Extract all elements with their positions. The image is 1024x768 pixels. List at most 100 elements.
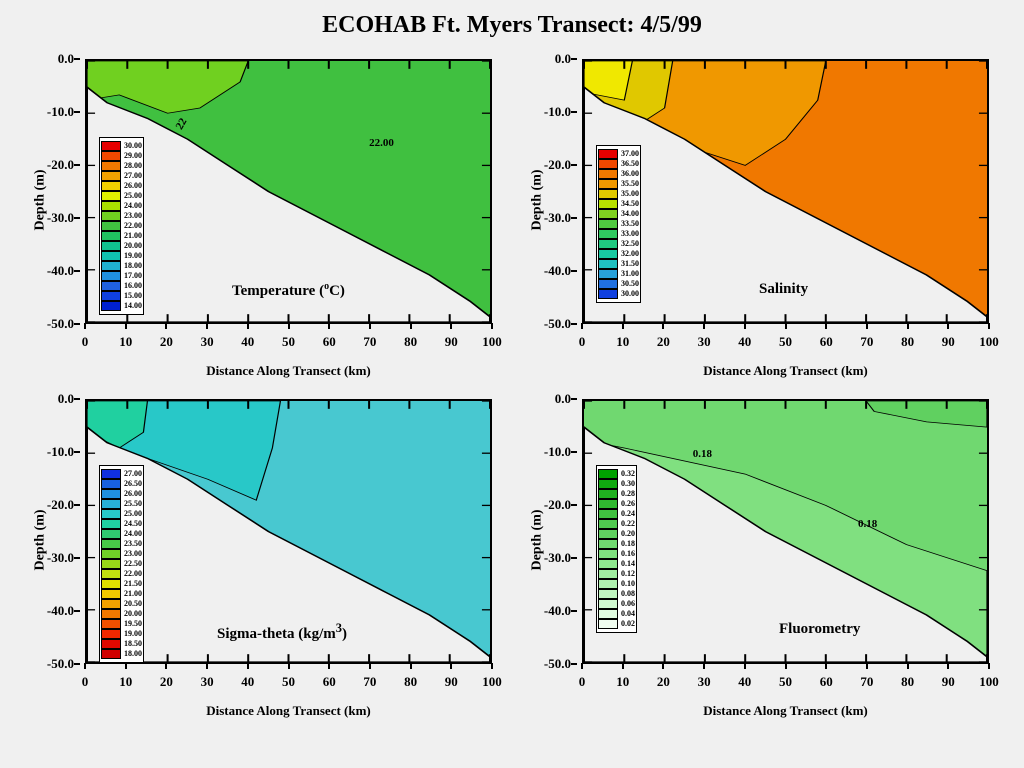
sigma-label: Sigma-theta (kg/m3) bbox=[217, 621, 347, 643]
legend-swatch bbox=[598, 519, 618, 529]
legend-value: 35.00 bbox=[621, 190, 639, 198]
legend-swatch bbox=[101, 301, 121, 311]
legend-value: 26.50 bbox=[124, 480, 142, 488]
temperature-label: Temperature (oC) bbox=[232, 281, 345, 300]
legend-value: 26.00 bbox=[124, 490, 142, 498]
legend-swatch bbox=[598, 489, 618, 499]
x-axis: Distance Along Transect (km)010203040506… bbox=[85, 669, 492, 719]
x-tick-label: 60 bbox=[820, 674, 833, 690]
x-tick-label: 0 bbox=[82, 674, 89, 690]
y-tick-label: -50.0 bbox=[47, 316, 74, 332]
legend-swatch bbox=[598, 279, 618, 289]
legend-value: 32.00 bbox=[621, 250, 639, 258]
legend-swatch bbox=[101, 499, 121, 509]
legend-swatch bbox=[101, 539, 121, 549]
legend-swatch bbox=[598, 549, 618, 559]
x-axis: Distance Along Transect (km)010203040506… bbox=[582, 669, 989, 719]
legend-value: 0.04 bbox=[621, 610, 635, 618]
legend-swatch bbox=[598, 209, 618, 219]
x-tick-label: 100 bbox=[979, 674, 999, 690]
legend-swatch bbox=[101, 569, 121, 579]
legend-value: 0.10 bbox=[621, 580, 635, 588]
legend-swatch bbox=[598, 159, 618, 169]
legend-value: 25.50 bbox=[124, 500, 142, 508]
fluorometry-legend: 0.320.300.280.260.240.220.200.180.160.14… bbox=[596, 465, 637, 633]
legend-value: 17.00 bbox=[124, 272, 142, 280]
y-tick-label: 0.0 bbox=[58, 391, 74, 407]
panel-sigma: 27.0026.5026.0025.5025.0024.5024.0023.50… bbox=[30, 399, 497, 719]
legend-swatch bbox=[598, 179, 618, 189]
x-tick-label: 70 bbox=[860, 334, 873, 350]
y-tick-label: -50.0 bbox=[544, 656, 571, 672]
x-tick-label: 90 bbox=[445, 674, 458, 690]
y-tick-label: -50.0 bbox=[47, 656, 74, 672]
legend-swatch bbox=[101, 221, 121, 231]
legend-value: 24.00 bbox=[124, 202, 142, 210]
legend-value: 19.00 bbox=[124, 630, 142, 638]
x-axis-title: Distance Along Transect (km) bbox=[703, 363, 868, 379]
legend-value: 0.08 bbox=[621, 590, 635, 598]
x-tick-label: 80 bbox=[404, 674, 417, 690]
legend-value: 28.00 bbox=[124, 162, 142, 170]
x-tick-label: 30 bbox=[698, 334, 711, 350]
legend-value: 22.50 bbox=[124, 560, 142, 568]
legend-swatch bbox=[598, 169, 618, 179]
x-tick-label: 10 bbox=[119, 674, 132, 690]
legend-swatch bbox=[101, 469, 121, 479]
panel-grid: 2222.0030.0029.0028.0027.0026.0025.0024.… bbox=[0, 39, 1024, 739]
legend-swatch bbox=[598, 249, 618, 259]
x-axis-title: Distance Along Transect (km) bbox=[703, 703, 868, 719]
legend-swatch bbox=[598, 229, 618, 239]
x-tick-label: 80 bbox=[404, 334, 417, 350]
legend-swatch bbox=[598, 239, 618, 249]
temperature-plot: 2222.0030.0029.0028.0027.0026.0025.0024.… bbox=[85, 59, 492, 324]
legend-swatch bbox=[598, 259, 618, 269]
legend-value: 0.20 bbox=[621, 530, 635, 538]
legend-swatch bbox=[101, 489, 121, 499]
y-tick-label: -10.0 bbox=[544, 104, 571, 120]
x-tick-label: 80 bbox=[901, 674, 914, 690]
legend-swatch bbox=[598, 609, 618, 619]
legend-swatch bbox=[598, 509, 618, 519]
x-tick-label: 90 bbox=[942, 674, 955, 690]
y-tick-label: -20.0 bbox=[544, 157, 571, 173]
legend-swatch bbox=[101, 619, 121, 629]
legend-value: 21.50 bbox=[124, 580, 142, 588]
legend-swatch bbox=[598, 269, 618, 279]
salinity-label: Salinity bbox=[759, 281, 808, 298]
y-tick-label: -30.0 bbox=[544, 210, 571, 226]
legend-value: 23.00 bbox=[124, 212, 142, 220]
legend-value: 18.50 bbox=[124, 640, 142, 648]
x-tick-label: 60 bbox=[323, 674, 336, 690]
legend-swatch bbox=[101, 261, 121, 271]
legend-swatch bbox=[598, 199, 618, 209]
legend-swatch bbox=[101, 529, 121, 539]
legend-value: 30.00 bbox=[124, 142, 142, 150]
x-tick-label: 40 bbox=[738, 674, 751, 690]
legend-value: 19.00 bbox=[124, 252, 142, 260]
legend-value: 0.06 bbox=[621, 600, 635, 608]
legend-swatch bbox=[598, 539, 618, 549]
legend-value: 23.00 bbox=[124, 550, 142, 558]
legend-swatch bbox=[101, 211, 121, 221]
legend-value: 0.14 bbox=[621, 560, 635, 568]
legend-value: 0.18 bbox=[621, 540, 635, 548]
salinity-plot: 37.0036.5036.0035.5035.0034.5034.0033.50… bbox=[582, 59, 989, 324]
legend-swatch bbox=[101, 201, 121, 211]
panel-salinity: 37.0036.5036.0035.5035.0034.5034.0033.50… bbox=[527, 59, 994, 379]
y-tick-label: -20.0 bbox=[47, 157, 74, 173]
y-axis: Depth (m)0.0-10.0-20.0-30.0-40.0-50.0 bbox=[30, 59, 80, 324]
x-tick-label: 70 bbox=[860, 674, 873, 690]
y-axis: Depth (m)0.0-10.0-20.0-30.0-40.0-50.0 bbox=[527, 399, 577, 664]
legend-value: 24.00 bbox=[124, 530, 142, 538]
legend-value: 31.50 bbox=[621, 260, 639, 268]
x-tick-label: 10 bbox=[119, 334, 132, 350]
x-tick-label: 50 bbox=[282, 674, 295, 690]
legend-swatch bbox=[101, 181, 121, 191]
x-tick-label: 50 bbox=[779, 334, 792, 350]
x-tick-label: 70 bbox=[363, 674, 376, 690]
x-tick-label: 90 bbox=[445, 334, 458, 350]
x-axis-title: Distance Along Transect (km) bbox=[206, 703, 371, 719]
page-title: ECOHAB Ft. Myers Transect: 4/5/99 bbox=[0, 0, 1024, 39]
legend-value: 20.00 bbox=[124, 242, 142, 250]
